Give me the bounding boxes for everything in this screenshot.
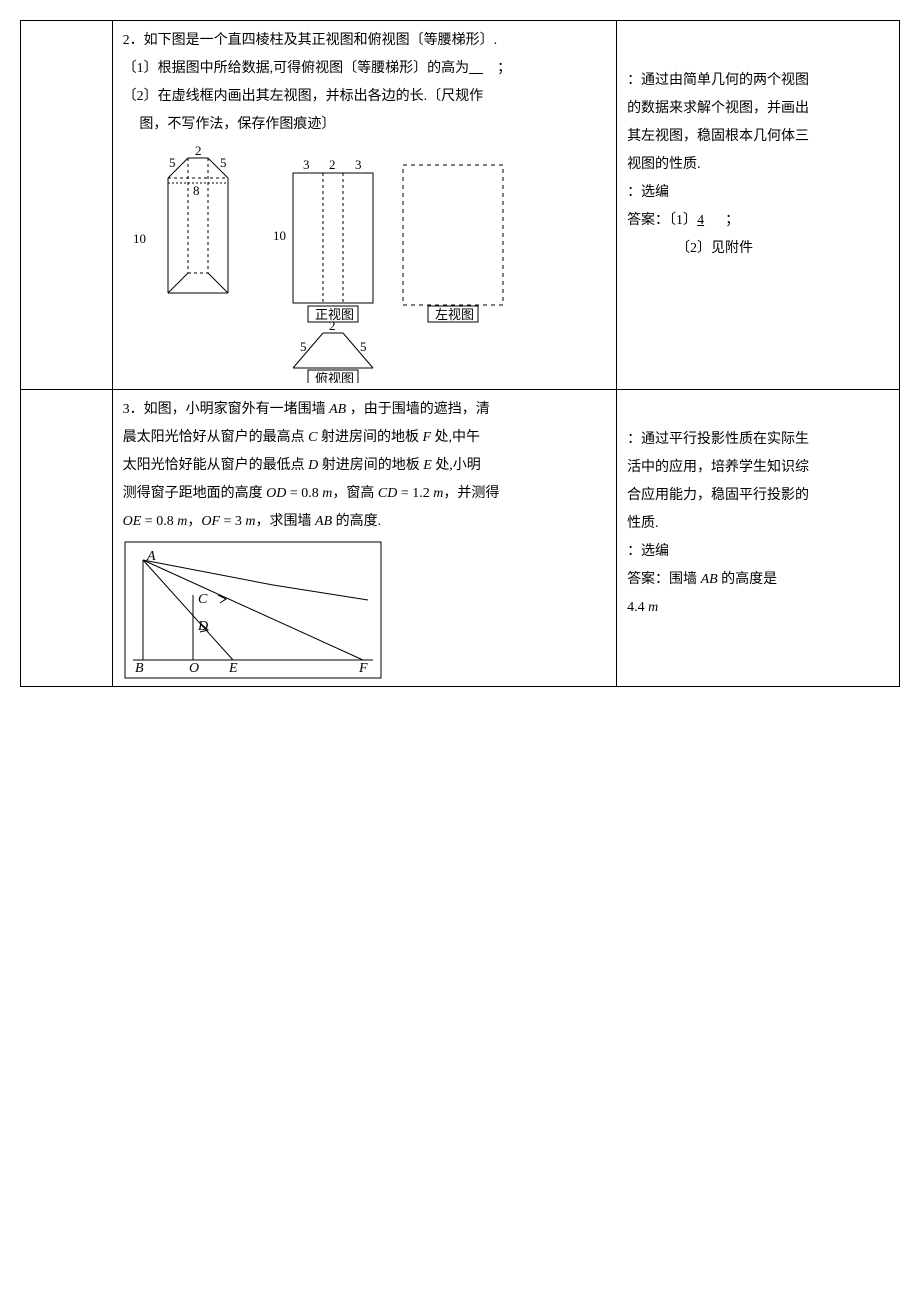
r2-note-l6: 答案：围墙 AB 的高度是 — [627, 566, 889, 594]
q3-l4c: ，窗高 — [332, 486, 378, 501]
r1-ans-prefix: 答案：〔1〕 — [627, 213, 697, 228]
q3-l5e: AB — [315, 514, 332, 529]
svg-text:8: 8 — [193, 183, 200, 198]
r1-note-l7: 〔2〕见附件 — [627, 235, 889, 263]
svg-text:F: F — [358, 661, 368, 676]
row2-col1 — [21, 390, 113, 687]
svg-text:5: 5 — [360, 339, 367, 354]
q3-l2e: 处,中午 — [431, 430, 480, 445]
q2-text1: 如下图是一个直四棱柱及其正视图和俯视图〔等腰梯形〕. — [144, 33, 498, 48]
q2-sub1-tail: ； — [497, 61, 511, 76]
q3-l3: 太阳光恰好能从窗户的最低点 D 射进房间的地板 E 处,小明 — [123, 452, 606, 480]
q3-l3b: D — [308, 458, 318, 473]
svg-text:3: 3 — [303, 157, 310, 172]
q2-sub2a: 〔2〕在虚线框内画出其左视图，并标出各边的长.〔尺规作 — [123, 83, 606, 111]
row1-col1 — [21, 21, 113, 390]
r1-note-l1: ：通过由简单几何的两个视图 — [627, 67, 889, 95]
r2-note-l4: 性质. — [627, 510, 889, 538]
svg-text:2: 2 — [329, 318, 336, 333]
svg-text:5: 5 — [169, 155, 176, 170]
r2-ans-suffix: 的高度是 — [718, 572, 778, 587]
svg-text:E: E — [228, 661, 238, 676]
q2-figure: 2 5 5 8 10 3 2 3 — [123, 143, 606, 383]
row1-question-cell: 2．如下图是一个直四棱柱及其正视图和俯视图〔等腰梯形〕. 〔1〕根据图中所给数据… — [112, 21, 616, 390]
q3-l4: 测得窗子距地面的高度 OD = 0.8 m，窗高 CD = 1.2 m，并测得 — [123, 480, 606, 508]
row2-notes-cell: ：通过平行投影性质在实际生 活中的应用，培养学生知识综 合应用能力，稳固平行投影… — [617, 390, 900, 687]
left-view-label: 左视图 — [435, 307, 474, 322]
q3-l2: 晨太阳光恰好从窗户的最高点 C 射进房间的地板 F 处,中午 — [123, 424, 606, 452]
q3-l2c: 射进房间的地板 — [317, 430, 422, 445]
q3-l3a: 太阳光恰好能从窗户的最低点 — [123, 458, 309, 473]
q3-number: 3． — [123, 402, 144, 417]
r2-note-l3: 合应用能力，稳固平行投影的 — [627, 482, 889, 510]
r1-note-l4: 视图的性质. — [627, 151, 889, 179]
r1-ans-suffix: ； — [725, 213, 739, 228]
r2-note-l1: ：通过平行投影性质在实际生 — [627, 426, 889, 454]
svg-text:10: 10 — [133, 231, 146, 246]
r2-ans-prefix: 答案：围墙 — [627, 572, 701, 587]
r2-note-l5: ：选编 — [627, 538, 889, 566]
svg-text:10: 10 — [273, 228, 286, 243]
svg-text:5: 5 — [220, 155, 227, 170]
table-row: 3．如图，小明家窗外有一堵围墙 AB ，由于围墙的遮挡，清 晨太阳光恰好从窗户的… — [21, 390, 900, 687]
q3-figure: A B C D O E F — [123, 540, 606, 680]
svg-text:D: D — [197, 619, 208, 634]
q3-l1a: 如图，小明家窗外有一堵围墙 — [144, 402, 330, 417]
blank-underline — [469, 55, 497, 83]
q3-l1: 3．如图，小明家窗外有一堵围墙 AB ，由于围墙的遮挡，清 — [123, 396, 606, 424]
q2-sub1: 〔1〕根据图中所给数据,可得俯视图〔等腰梯形〕的高为 ； — [123, 55, 606, 83]
q3-l2d: F — [422, 430, 431, 445]
r1-note-l6: 答案：〔1〕4； — [627, 207, 889, 235]
svg-text:5: 5 — [300, 339, 307, 354]
q2-sub2b: 图，不写作法，保存作图痕迹〕 — [123, 111, 606, 139]
q3-l1b: AB — [329, 402, 346, 417]
q3-l4a: 测得窗子距地面的高度 — [123, 486, 267, 501]
svg-text:2: 2 — [195, 143, 202, 158]
q3-l4e: ，并测得 — [443, 486, 499, 501]
r1-note-l2: 的数据来求解个视图，并画出 — [627, 95, 889, 123]
row1-notes-cell: ：通过由简单几何的两个视图 的数据来求解个视图，并画出 其左视图，稳固根本几何体… — [617, 21, 900, 390]
q3-l3c: 射进房间的地板 — [318, 458, 423, 473]
q3-l1c: ，由于围墙的遮挡，清 — [346, 402, 490, 417]
q2-line1: 2．如下图是一个直四棱柱及其正视图和俯视图〔等腰梯形〕. — [123, 27, 606, 55]
svg-text:3: 3 — [355, 157, 362, 172]
q3-l3e: 处,小明 — [432, 458, 481, 473]
q3-l5b: ， — [187, 514, 201, 529]
svg-text:C: C — [198, 592, 208, 607]
q3-l5: OE = 0.8 m，OF = 3 m，求围墙 AB 的高度. — [123, 508, 606, 536]
r1-note-l3: 其左视图，稳固根本几何体三 — [627, 123, 889, 151]
row2-question-cell: 3．如图，小明家窗外有一堵围墙 AB ，由于围墙的遮挡，清 晨太阳光恰好从窗户的… — [112, 390, 616, 687]
r1-ans-value: 4 — [697, 207, 725, 235]
r2-ans-ab: AB — [701, 572, 718, 587]
q2-number: 2． — [123, 33, 144, 48]
table-row: 2．如下图是一个直四棱柱及其正视图和俯视图〔等腰梯形〕. 〔1〕根据图中所给数据… — [21, 21, 900, 390]
q3-l5d: ，求围墙 — [256, 514, 316, 529]
svg-text:A: A — [146, 549, 156, 564]
top-view-label: 俯视图 — [315, 371, 354, 383]
q3-l2a: 晨太阳光恰好从窗户的最高点 — [123, 430, 309, 445]
q3-l3d: E — [423, 458, 432, 473]
r2-note-l7: 4.4 m — [627, 594, 889, 622]
svg-text:B: B — [135, 661, 144, 676]
svg-text:2: 2 — [329, 157, 336, 172]
r1-note-l5: ：选编 — [627, 179, 889, 207]
q2-sub1-text: 〔1〕根据图中所给数据,可得俯视图〔等腰梯形〕的高为 — [123, 61, 470, 76]
r2-note-l2: 活中的应用，培养学生知识综 — [627, 454, 889, 482]
worksheet-table: 2．如下图是一个直四棱柱及其正视图和俯视图〔等腰梯形〕. 〔1〕根据图中所给数据… — [20, 20, 900, 687]
q3-l5f: 的高度. — [332, 514, 381, 529]
svg-text:O: O — [189, 661, 199, 676]
